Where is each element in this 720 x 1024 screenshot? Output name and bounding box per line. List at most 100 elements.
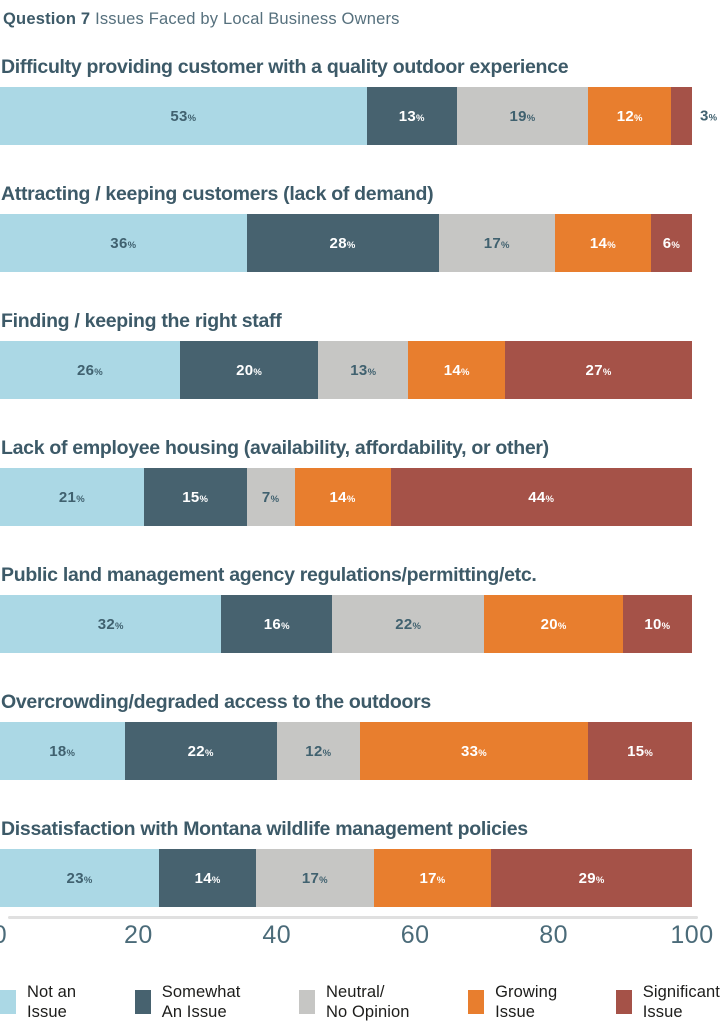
bar-segment-somewhat-an-issue: 28% [246, 214, 439, 272]
bar-segment-neutral-no-opinion: 22% [332, 595, 485, 653]
issue-section: Finding / keeping the right staff 26% 20… [0, 310, 720, 399]
bar-segment-neutral-no-opinion: 17% [438, 214, 555, 272]
bar-segment-significant-issue: 29% [491, 849, 692, 907]
issue-section: Attracting / keeping customers (lack of … [0, 183, 720, 272]
bar-segment-label: 20% [236, 361, 263, 379]
legend-swatch-neutral-no-opinion [299, 990, 316, 1014]
stacked-bar-row: 53% 13% 19% 12% 3% [0, 87, 717, 145]
bar-segment-label: 13% [398, 107, 425, 125]
bar-segment-significant-issue: 15% [588, 722, 692, 780]
stacked-bar: 21% 15% 7% 14% 44% [0, 468, 692, 526]
bar-segment-label: 17% [483, 234, 510, 252]
bar-segment-label: 18% [49, 742, 76, 760]
bar-segment-not-an-issue: 21% [0, 468, 144, 526]
bar-segment-growing-issue: 20% [484, 595, 623, 653]
issue-heading: Difficulty providing customer with a qua… [1, 56, 569, 78]
issue-heading: Dissatisfaction with Montana wildlife ma… [1, 818, 528, 840]
bar-segment-label: 14% [443, 361, 470, 379]
legend-swatch-growing-issue [468, 990, 485, 1014]
bar-segment-label: 26% [76, 361, 103, 379]
bar-segment-label: 6% [662, 234, 681, 252]
legend-item-somewhat-an-issue: Somewhat An Issue [134, 982, 241, 1022]
issue-section: Dissatisfaction with Montana wildlife ma… [0, 818, 720, 907]
bar-segment-significant-issue [671, 87, 693, 145]
x-axis-line [8, 916, 698, 919]
bar-segment-label: 15% [627, 742, 654, 760]
bar-segment-somewhat-an-issue: 20% [179, 341, 319, 399]
axis-tick-label: 0 [0, 921, 7, 949]
issue-heading: Overcrowding/degraded access to the outd… [1, 691, 431, 713]
stacked-bar-row: 21% 15% 7% 14% 44% [0, 468, 692, 526]
question-number-label: Question 7 [3, 10, 91, 28]
bar-segment-label: 17% [301, 869, 328, 887]
issue-section: Overcrowding/degraded access to the outd… [0, 691, 720, 780]
bar-segment-label: 10% [644, 615, 671, 633]
bar-segment-label: 14% [589, 234, 616, 252]
bar-segment-label: 23% [66, 869, 93, 887]
bar-segment-neutral-no-opinion: 7% [246, 468, 295, 526]
legend-item-label: Somewhat An Issue [161, 983, 241, 1021]
bar-segment-label: 27% [585, 361, 612, 379]
legend-item-label: Significant Issue [642, 983, 720, 1021]
bar-segment-neutral-no-opinion: 19% [456, 87, 589, 145]
bar-segment-neutral-no-opinion: 12% [276, 722, 360, 780]
legend-swatch-somewhat-an-issue [134, 990, 151, 1014]
bar-segment-somewhat-an-issue: 14% [159, 849, 257, 907]
axis-tick-label: 80 [539, 921, 568, 949]
bar-segment-label: 14% [194, 869, 221, 887]
title-text: Issues Faced by Local Business Owners [95, 10, 400, 28]
issue-section: Public land management agency regulation… [0, 564, 720, 653]
axis-tick-label: 20 [123, 921, 153, 949]
bar-segment-label: 15% [182, 488, 209, 506]
x-axis: 0 20 40 60 80 100 [0, 919, 713, 950]
stacked-bar-row: 18% 22% 12% 33% 15% [0, 722, 692, 780]
bar-segment-not-an-issue: 18% [0, 722, 125, 780]
bar-segment-somewhat-an-issue: 13% [366, 87, 457, 145]
legend-item-neutral-no-opinion: Neutral/No Opinion [299, 982, 410, 1022]
bar-segment-not-an-issue: 26% [0, 341, 180, 399]
issue-heading: Finding / keeping the right staff [1, 310, 282, 332]
stacked-bar: 23% 14% 17% 17% 29% [0, 849, 692, 907]
legend-item-significant-issue: Significant Issue [615, 982, 720, 1022]
bar-segment-label: 33% [461, 742, 488, 760]
bar-segment-significant-issue: 44% [390, 468, 692, 526]
bar-segment-label: 53% [170, 107, 197, 125]
axis-tick-label: 60 [400, 921, 430, 949]
bar-segment-growing-issue: 14% [554, 214, 651, 272]
bar-segment-growing-issue: 12% [588, 87, 672, 145]
bar-segment-growing-issue: 14% [408, 341, 506, 399]
stacked-bar-row: 26% 20% 13% 14% 27% [0, 341, 692, 399]
chart-page: Question 7 Issues Faced by Local Busines… [0, 8, 720, 1024]
stacked-bar: 26% 20% 13% 14% 27% [0, 341, 692, 399]
bar-segment-neutral-no-opinion: 13% [318, 341, 409, 399]
bar-segment-growing-issue: 14% [294, 468, 391, 526]
legend-swatch-not-an-issue [0, 990, 16, 1014]
issue-section: Difficulty providing customer with a qua… [0, 56, 720, 145]
stacked-bar-row: 36% 28% 17% 14% 6% [0, 214, 692, 272]
legend-item-not-an-issue: Not an Issue [0, 982, 76, 1022]
legend-item-growing-issue: Growing Issue [468, 982, 557, 1022]
bar-segment-somewhat-an-issue: 22% [124, 722, 277, 780]
bar-segment-somewhat-an-issue: 16% [221, 595, 333, 653]
page-title: Question 7 Issues Faced by Local Busines… [3, 8, 720, 30]
bar-segment-label: 22% [395, 615, 422, 633]
stacked-bar: 18% 22% 12% 33% 15% [0, 722, 692, 780]
bar-segment-significant-issue: 10% [622, 595, 692, 653]
axis-tick-label: 100 [670, 921, 714, 949]
bar-segment-significant-issue: 27% [505, 341, 692, 399]
legend-item-label: Growing Issue [495, 983, 558, 1021]
legend-swatch-significant-issue [615, 990, 632, 1014]
bar-segment-growing-issue: 17% [373, 849, 492, 907]
bar-segment-not-an-issue: 32% [0, 595, 222, 653]
bar-segment-growing-issue: 33% [359, 722, 589, 780]
bar-segment-label: 29% [578, 869, 605, 887]
stacked-bar: 36% 28% 17% 14% 6% [0, 214, 692, 272]
stacked-bar: 53% 13% 19% 12% 3% [0, 87, 717, 145]
issue-heading: Public land management agency regulation… [1, 564, 537, 586]
stacked-bar-row: 23% 14% 17% 17% 29% [0, 849, 692, 907]
bar-segment-not-an-issue: 36% [0, 214, 247, 272]
bar-segment-label: 22% [187, 742, 214, 760]
bar-segment-label: 14% [329, 488, 356, 506]
bar-segment-label: 16% [263, 615, 290, 633]
issue-heading: Lack of employee housing (availability, … [1, 437, 549, 459]
